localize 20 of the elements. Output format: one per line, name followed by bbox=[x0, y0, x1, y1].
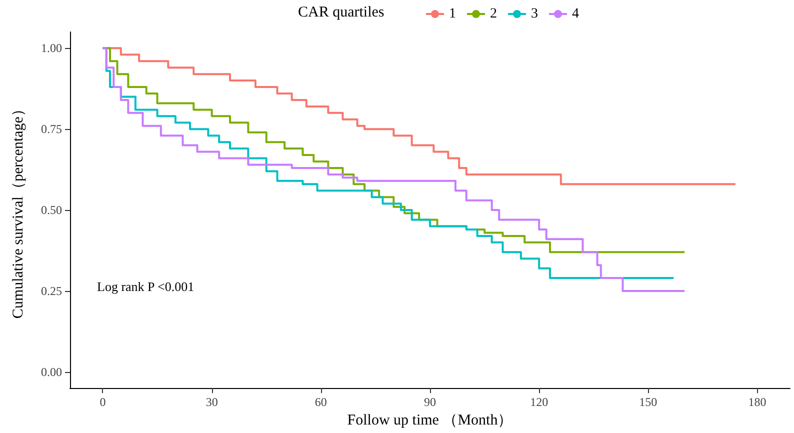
x-tick-label: 90 bbox=[424, 395, 436, 410]
y-tick-label: 0.75 bbox=[41, 122, 62, 136]
x-axis-title: Follow up time （Month） bbox=[347, 412, 513, 428]
x-tick-label: 30 bbox=[206, 395, 218, 410]
x-tick-label: 150 bbox=[639, 395, 658, 410]
x-tick-label: 60 bbox=[314, 395, 327, 410]
y-tick-label: 1.00 bbox=[41, 41, 62, 56]
y-tick-label: 0.00 bbox=[41, 364, 62, 379]
legend-title: CAR quartiles bbox=[298, 4, 384, 20]
legend-label: 4 bbox=[572, 6, 579, 22]
annotation: Log rank P <0.001 bbox=[97, 279, 194, 294]
y-tick-label: 0.50 bbox=[41, 203, 62, 218]
legend-label: 1 bbox=[449, 6, 456, 22]
y-tick-label: 0.25 bbox=[41, 284, 62, 298]
legend-label: 3 bbox=[531, 6, 538, 22]
y-axis-title: Cumulative survival（percentage） bbox=[10, 102, 26, 319]
x-tick-label: 0 bbox=[100, 395, 106, 410]
x-tick-label: 180 bbox=[748, 395, 766, 410]
x-tick-label: 120 bbox=[530, 395, 548, 410]
legend-label: 2 bbox=[490, 6, 497, 22]
